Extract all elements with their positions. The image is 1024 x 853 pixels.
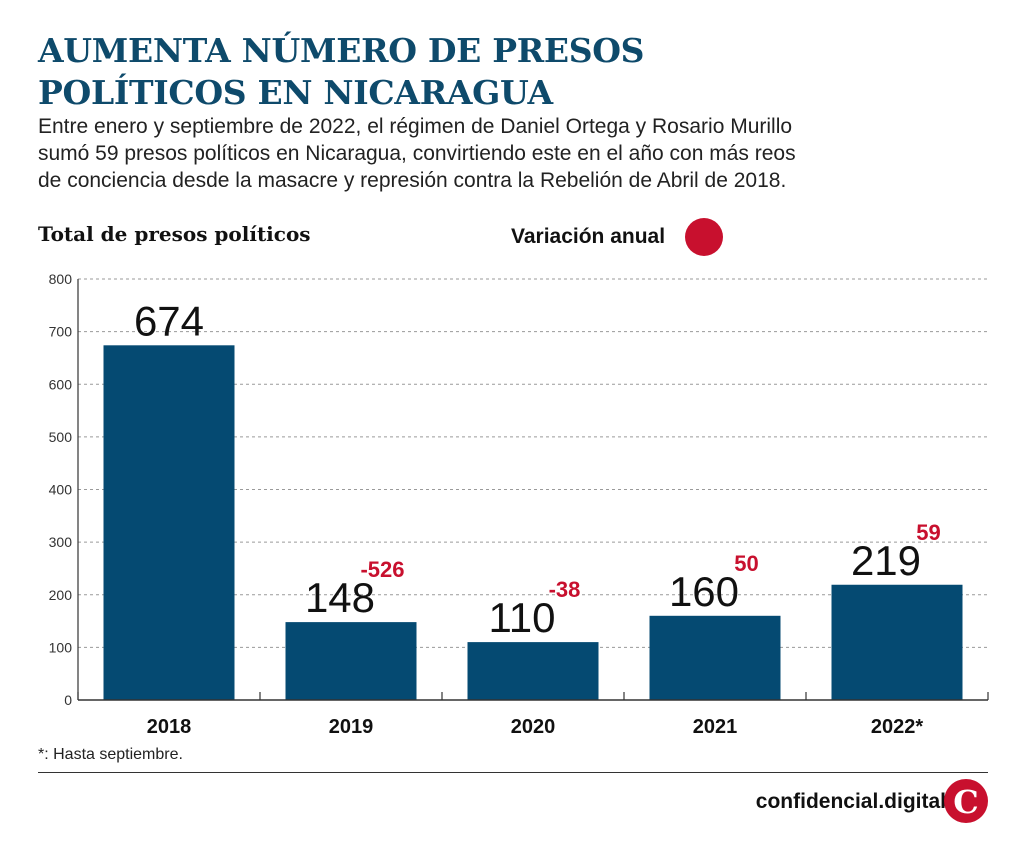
- bar: [467, 642, 599, 700]
- x-tick-label: 2021: [693, 716, 738, 738]
- bar: [649, 615, 781, 700]
- footer-divider: [38, 772, 988, 773]
- subtitle-line-1: Entre enero y septiembre de 2022, el rég…: [38, 115, 793, 138]
- y-tick-label: 600: [49, 376, 73, 392]
- y-tick-label: 100: [49, 639, 73, 655]
- variation-label: -38: [549, 577, 581, 602]
- brand-logo-icon: C: [944, 779, 988, 823]
- y-axis-title: Total de presos políticos: [38, 222, 311, 246]
- bar-value-label: 160: [669, 568, 739, 615]
- title-line-2: POLÍTICOS EN NICARAGUA: [38, 73, 553, 112]
- bar: [285, 622, 417, 700]
- subtitle-line-2: sumó 59 presos políticos en Nicaragua, c…: [38, 142, 796, 165]
- x-tick-label: 2022*: [871, 716, 923, 738]
- legend-label: Variación anual: [511, 225, 666, 248]
- y-tick-label: 500: [49, 429, 73, 445]
- bar-value-label: 674: [134, 297, 204, 344]
- legend-dot-icon: [685, 218, 724, 256]
- bar-value-label: 148: [305, 574, 375, 621]
- variation-label: 59: [916, 520, 940, 545]
- logo-c-icon: C: [953, 784, 978, 818]
- bar-value-label: 219: [851, 537, 921, 584]
- title-line-1: AUMENTA NÚMERO DE PRESOS: [38, 31, 645, 70]
- footnote: *: Hasta septiembre.: [38, 746, 183, 763]
- subtitle-line-3: de conciencia desde la masacre y represi…: [38, 169, 787, 192]
- x-tick-label: 2018: [147, 716, 192, 738]
- y-tick-label: 200: [49, 587, 73, 603]
- variation-label: -526: [360, 557, 404, 582]
- bar-value-label: 110: [489, 594, 556, 641]
- x-tick-label: 2019: [329, 716, 374, 738]
- brand-logo-letter: C: [953, 784, 978, 818]
- bar: [831, 584, 963, 700]
- y-tick-label: 800: [49, 271, 73, 287]
- bar: [103, 345, 235, 700]
- legend: Variación anual: [511, 218, 724, 256]
- chart-title: AUMENTA NÚMERO DE PRESOS POLÍTICOS EN NIC…: [38, 30, 738, 114]
- x-tick-label: 2020: [511, 716, 556, 738]
- y-tick-label: 700: [49, 324, 73, 340]
- y-tick-label: 0: [64, 692, 72, 708]
- variation-label: 50: [734, 551, 758, 576]
- brand-name: confidencial.digital: [755, 790, 946, 813]
- y-tick-label: 400: [49, 482, 73, 498]
- chart-subtitle: Entre enero y septiembre de 2022, el rég…: [38, 113, 938, 194]
- y-tick-label: 300: [49, 534, 73, 550]
